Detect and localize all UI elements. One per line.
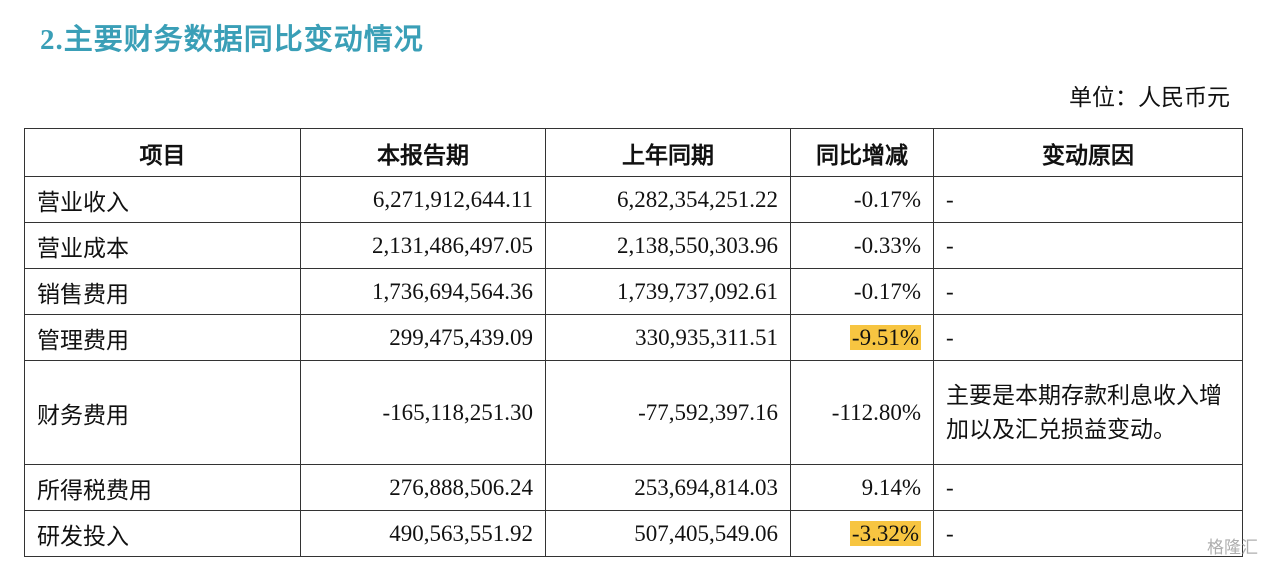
value-cell: 6,282,354,251.22 xyxy=(545,176,791,223)
value-cell: 2,131,486,497.05 xyxy=(300,222,546,269)
value-cell: -112.80% xyxy=(790,360,934,465)
value-cell: -0.17% xyxy=(790,176,934,223)
value-cell: -0.17% xyxy=(790,268,934,315)
value-cell: -165,118,251.30 xyxy=(300,360,546,465)
value-cell: 276,888,506.24 xyxy=(300,464,546,511)
value-cell: 9.14% xyxy=(790,464,934,511)
section-title: 2.主要财务数据同比变动情况 xyxy=(40,24,424,56)
value-cell: 1,739,737,092.61 xyxy=(545,268,791,315)
highlighted-value: -9.51% xyxy=(849,324,921,350)
table-row: 研发投入 490,563,551.92 507,405,549.06 -3.32% - xyxy=(24,510,1243,557)
column-header: 同比增减 xyxy=(790,128,934,177)
table-row: 财务费用 -165,118,251.30 -77,592,397.16 -112.80… xyxy=(24,360,1243,465)
column-header: 上年同期 xyxy=(545,128,791,177)
item-cell: 管理费用 xyxy=(24,314,301,361)
column-header: 本报告期 xyxy=(300,128,546,177)
value-cell: 507,405,549.06 xyxy=(545,510,791,557)
column-header: 变动原因 xyxy=(933,128,1243,177)
unit-note: 单位：人民币元 xyxy=(1069,85,1230,110)
watermark: 格隆汇 xyxy=(1207,538,1258,558)
reason-cell: - xyxy=(933,176,1243,223)
column-header: 项目 xyxy=(24,128,301,177)
header-row: 项目 本报告期 上年同期 同比增减 变动原因 xyxy=(24,128,1243,177)
finance-table: 项目 本报告期 上年同期 同比增减 变动原因 营业收入 6,271,912,644.11 6… xyxy=(24,128,1243,557)
value-cell: 299,475,439.09 xyxy=(300,314,546,361)
reason-cell: 主要是本期存款利息收入增加以及汇兑损益变动。 xyxy=(933,360,1243,465)
item-cell: 营业收入 xyxy=(24,176,301,223)
value-cell: 1,736,694,564.36 xyxy=(300,268,546,315)
reason-cell: - xyxy=(933,314,1243,361)
item-cell: 财务费用 xyxy=(24,360,301,465)
reason-cell: - xyxy=(933,510,1243,557)
item-cell: 所得税费用 xyxy=(24,464,301,511)
table-row: 管理费用 299,475,439.09 330,935,311.51 -9.51% - xyxy=(24,314,1243,361)
item-cell: 销售费用 xyxy=(24,268,301,315)
table-row: 销售费用 1,736,694,564.36 1,739,737,092.61 -0.1… xyxy=(24,268,1243,315)
value-cell: 330,935,311.51 xyxy=(545,314,791,361)
reason-cell: - xyxy=(933,222,1243,269)
value-cell: -0.33% xyxy=(790,222,934,269)
reason-cell: - xyxy=(933,268,1243,315)
item-cell: 营业成本 xyxy=(24,222,301,269)
value-cell: -77,592,397.16 xyxy=(545,360,791,465)
highlighted-value: -3.32% xyxy=(849,520,921,546)
value-cell: 2,138,550,303.96 xyxy=(545,222,791,269)
value-cell: 253,694,814.03 xyxy=(545,464,791,511)
value-cell: 490,563,551.92 xyxy=(300,510,546,557)
table-row: 所得税费用 276,888,506.24 253,694,814.03 9.14% - xyxy=(24,464,1243,511)
item-cell: 研发投入 xyxy=(24,510,301,557)
table-row: 营业成本 2,131,486,497.05 2,138,550,303.96 -0.3… xyxy=(24,222,1243,269)
value-cell: -9.51% xyxy=(790,314,934,361)
value-cell: 6,271,912,644.11 xyxy=(300,176,546,223)
table-row: 营业收入 6,271,912,644.11 6,282,354,251.22 -0.1… xyxy=(24,176,1243,223)
reason-cell: - xyxy=(933,464,1243,511)
value-cell: -3.32% xyxy=(790,510,934,557)
